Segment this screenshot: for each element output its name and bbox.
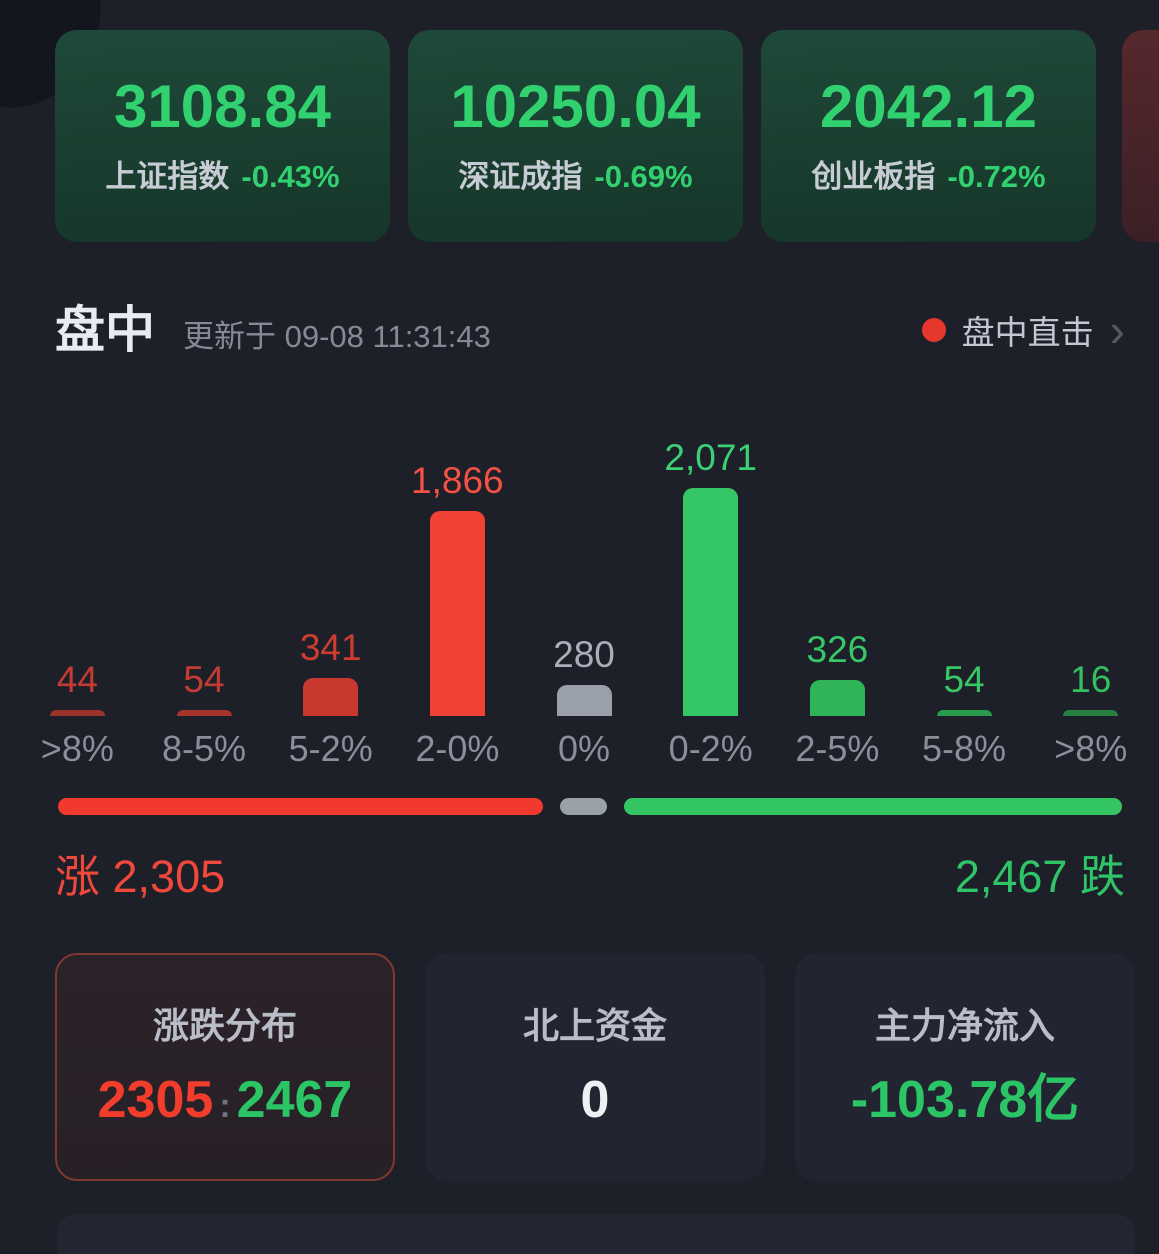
bar-category-label: 5-8% bbox=[922, 728, 1007, 769]
live-link-label: 盘中直击 bbox=[961, 314, 1094, 351]
live-link[interactable]: 盘中直击 › bbox=[921, 303, 1125, 360]
updown-totals-row: 涨 2,305 2,467 跌 bbox=[55, 840, 1125, 905]
bar bbox=[556, 685, 612, 716]
bar-value-label: 1,866 bbox=[411, 460, 504, 501]
updown-ratio-bar bbox=[58, 798, 1122, 815]
index-card-partial-next[interactable] bbox=[1122, 30, 1159, 242]
next-section-preview bbox=[57, 1214, 1135, 1254]
distribution-chart-categories: >8% 8-5% 5-2% 2-0% 0% 0-2% 2-5% 5-8% >8% bbox=[14, 728, 1154, 770]
bar bbox=[303, 678, 359, 716]
bar-value-label: 16 bbox=[1070, 659, 1112, 700]
chart-column: 44 bbox=[14, 661, 141, 716]
index-name: 上证指数 bbox=[105, 158, 230, 194]
chart-column: 54 bbox=[141, 661, 268, 716]
index-change: -0.43% bbox=[241, 158, 340, 194]
bar bbox=[429, 511, 485, 716]
section-title: 盘中 bbox=[55, 302, 155, 358]
index-value: 3108.84 bbox=[114, 72, 331, 140]
card-updown-distribution[interactable]: 涨跌分布 2305:2467 bbox=[55, 953, 395, 1181]
index-name: 创业板指 bbox=[811, 158, 936, 194]
bar-category-label: 8-5% bbox=[161, 728, 247, 769]
index-card-shenzhen[interactable]: 10250.04 深证成指 -0.69% bbox=[408, 30, 743, 242]
bar-value-label: 326 bbox=[806, 629, 869, 670]
bar bbox=[1063, 710, 1119, 716]
index-value: 2042.12 bbox=[820, 72, 1037, 140]
chart-column: 54 bbox=[901, 661, 1028, 716]
bar-category-label: >8% bbox=[1054, 728, 1128, 769]
advancers-total: 涨 2,305 bbox=[55, 840, 225, 905]
ratio-segment-up bbox=[58, 798, 543, 815]
bar-value-label: 44 bbox=[56, 659, 98, 700]
ratio-segment-flat bbox=[559, 798, 608, 815]
card-title: 主力净流入 bbox=[874, 1005, 1055, 1046]
bar-value-label: 280 bbox=[553, 634, 615, 675]
index-value: 10250.04 bbox=[450, 72, 701, 140]
chart-column: 2,071 bbox=[647, 439, 774, 716]
updown-card-down-value: 2467 bbox=[236, 1071, 353, 1129]
card-value: 2305:2467 bbox=[98, 1074, 353, 1126]
updated-timestamp: 更新于 09-08 11:31:43 bbox=[183, 319, 491, 354]
bar-category-label: 0-2% bbox=[668, 728, 753, 769]
card-title: 涨跌分布 bbox=[152, 1005, 297, 1046]
index-change: -0.69% bbox=[594, 158, 693, 194]
distribution-chart: 44 54 341 1,866 280 2,071 326 54 16 >8% 8-5% 5-2% 2… bbox=[14, 438, 1154, 770]
index-change: -0.72% bbox=[947, 158, 1046, 194]
index-meta: 深证成指 -0.69% bbox=[458, 151, 692, 196]
bar bbox=[936, 710, 992, 716]
section-header-left: 盘中 更新于 09-08 11:31:43 bbox=[55, 300, 491, 360]
bar-category-label: 5-2% bbox=[288, 728, 373, 769]
chart-column: 280 bbox=[521, 636, 648, 716]
chart-column: 1,866 bbox=[394, 462, 521, 716]
bar-category-label: >8% bbox=[40, 728, 114, 769]
index-cards-row: 3108.84 上证指数 -0.43% 10250.04 深证成指 -0.69%… bbox=[55, 30, 1096, 242]
decliners-value: 2,467 bbox=[954, 851, 1068, 902]
chevron-right-icon: › bbox=[1109, 303, 1125, 356]
index-name: 深证成指 bbox=[458, 158, 583, 194]
index-meta: 创业板指 -0.72% bbox=[811, 151, 1045, 196]
bar-value-label: 2,071 bbox=[664, 437, 757, 478]
bar-category-label: 2-0% bbox=[415, 728, 500, 769]
distribution-chart-bars: 44 54 341 1,866 280 2,071 326 54 16 bbox=[14, 438, 1154, 716]
bar-value-label: 54 bbox=[943, 659, 985, 700]
card-title: 北上资金 bbox=[522, 1005, 667, 1046]
index-meta: 上证指数 -0.43% bbox=[105, 151, 339, 196]
section-header: 盘中 更新于 09-08 11:31:43 盘中直击 › bbox=[55, 300, 1125, 360]
bar bbox=[683, 488, 739, 716]
advancers-value: 2,305 bbox=[112, 851, 226, 902]
live-dot-icon bbox=[921, 318, 946, 342]
bar-category-label: 2-5% bbox=[795, 728, 880, 769]
bar-value-label: 54 bbox=[183, 659, 225, 700]
index-card-chinext[interactable]: 2042.12 创业板指 -0.72% bbox=[761, 30, 1096, 242]
index-card-shanghai[interactable]: 3108.84 上证指数 -0.43% bbox=[55, 30, 390, 242]
chart-column: 341 bbox=[267, 629, 394, 716]
decliners-total: 2,467 跌 bbox=[955, 840, 1125, 905]
bar bbox=[176, 710, 232, 716]
chart-column: 326 bbox=[774, 631, 901, 716]
bar bbox=[49, 710, 105, 716]
advancers-label: 涨 bbox=[55, 851, 101, 902]
bar bbox=[809, 680, 865, 716]
decliners-label: 跌 bbox=[1079, 851, 1125, 902]
ratio-segment-down bbox=[624, 798, 1122, 815]
bar-category-label: 0% bbox=[558, 728, 611, 769]
updown-card-separator: : bbox=[219, 1087, 231, 1125]
card-value: 0 bbox=[580, 1071, 610, 1129]
chart-column: 16 bbox=[1027, 661, 1154, 716]
summary-cards-row: 涨跌分布 2305:2467 北上资金 0 主力净流入 -103.78亿 bbox=[55, 953, 1135, 1181]
card-main-net-inflow[interactable]: 主力净流入 -103.78亿 bbox=[795, 953, 1135, 1181]
card-value: -103.78亿 bbox=[850, 1071, 1080, 1129]
card-northbound-funds[interactable]: 北上资金 0 bbox=[425, 953, 765, 1181]
bar-value-label: 341 bbox=[299, 627, 362, 668]
updown-card-up-value: 2305 bbox=[97, 1071, 214, 1129]
